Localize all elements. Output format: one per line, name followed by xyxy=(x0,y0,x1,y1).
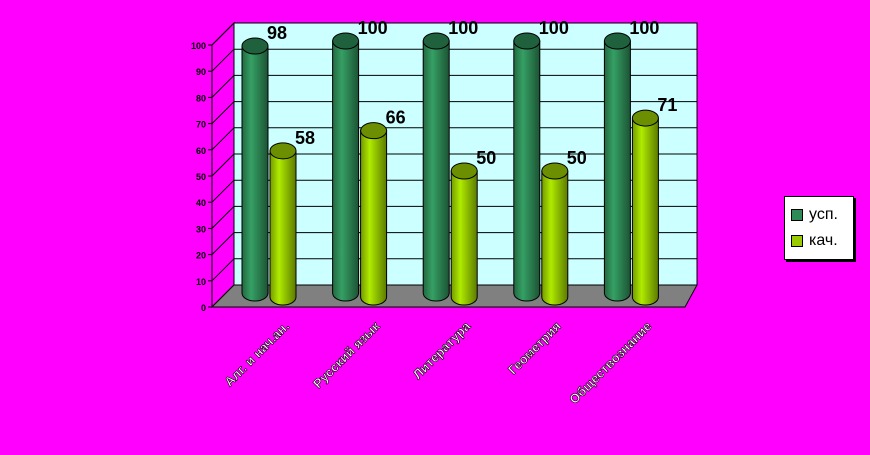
y-tick-label-0: 0 xyxy=(201,303,206,313)
legend-item-series-1: усп. xyxy=(791,205,838,225)
gridline-side-5 xyxy=(211,153,235,177)
y-tick-label-7: 70 xyxy=(196,120,206,130)
gridline-side-6 xyxy=(211,127,235,151)
legend-swatch-series-2 xyxy=(791,235,803,247)
y-tick-label-2: 20 xyxy=(196,251,206,261)
y-tick-label-4: 40 xyxy=(196,198,206,208)
data-label-1-4: 71 xyxy=(657,95,677,115)
x-tick-label-2: Литература xyxy=(410,318,474,382)
bar-0-0 xyxy=(241,45,269,302)
data-label-0-4: 100 xyxy=(629,18,659,38)
legend-label-series-2: кач. xyxy=(809,232,838,249)
bar-1-2 xyxy=(450,170,478,306)
data-label-0-1: 100 xyxy=(358,18,388,38)
data-label-0-2: 100 xyxy=(448,18,478,38)
bar-0-3 xyxy=(513,40,541,302)
y-tick-label-5: 50 xyxy=(196,172,206,182)
bar-0-4 xyxy=(603,40,631,302)
x-tick-label-3: Геометрия xyxy=(505,319,564,378)
data-label-0-0: 98 xyxy=(267,23,287,43)
bar-top-1-2 xyxy=(450,162,478,180)
y-tick-label-10: 100 xyxy=(191,41,206,51)
bar-1-0 xyxy=(269,150,297,306)
gridline-side-7 xyxy=(211,101,235,124)
data-label-1-1: 66 xyxy=(386,108,406,128)
bar-top-0-3 xyxy=(513,32,541,50)
x-tick-label-0: Алг. и нач.ан. xyxy=(221,319,292,390)
legend-item-series-2: кач. xyxy=(791,231,838,251)
legend-swatch-series-1 xyxy=(791,209,803,221)
gridline-side-4 xyxy=(211,179,235,203)
bar-top-1-0 xyxy=(269,142,297,160)
gridline-side-10 xyxy=(211,22,235,46)
bar-top-0-2 xyxy=(422,32,450,50)
gridline-side-3 xyxy=(211,206,235,229)
gridline-side-9 xyxy=(211,48,235,72)
x-tick-label-1: Русский язык xyxy=(310,318,383,391)
y-tick-label-1: 10 xyxy=(196,277,206,287)
bar-top-0-4 xyxy=(603,32,631,50)
bar-top-1-3 xyxy=(541,162,569,180)
gridline-side-1 xyxy=(211,258,235,282)
bar-0-1 xyxy=(332,40,360,302)
legend-label-series-1: усп. xyxy=(809,206,838,223)
bar-top-1-1 xyxy=(360,122,388,140)
bar-1-3 xyxy=(541,170,569,306)
gridline-side-2 xyxy=(211,232,235,255)
y-tick-label-8: 80 xyxy=(196,93,206,103)
data-label-1-0: 58 xyxy=(295,128,315,148)
gridline-side-8 xyxy=(211,75,235,98)
legend: усп. кач. xyxy=(784,196,854,260)
x-tick-label-4: Обществознание xyxy=(566,319,654,407)
bar-1-4 xyxy=(631,117,659,306)
bar-1-1 xyxy=(360,130,388,306)
bar-top-1-4 xyxy=(631,109,659,127)
y-tick-label-6: 60 xyxy=(196,146,206,156)
y-tick-label-3: 30 xyxy=(196,224,206,234)
bar-top-0-1 xyxy=(332,32,360,50)
data-label-1-2: 50 xyxy=(476,148,496,168)
bar-top-0-0 xyxy=(241,37,269,55)
y-tick-label-9: 90 xyxy=(196,67,206,77)
data-label-0-3: 100 xyxy=(539,18,569,38)
bar-0-2 xyxy=(422,40,450,302)
data-label-1-3: 50 xyxy=(567,148,587,168)
